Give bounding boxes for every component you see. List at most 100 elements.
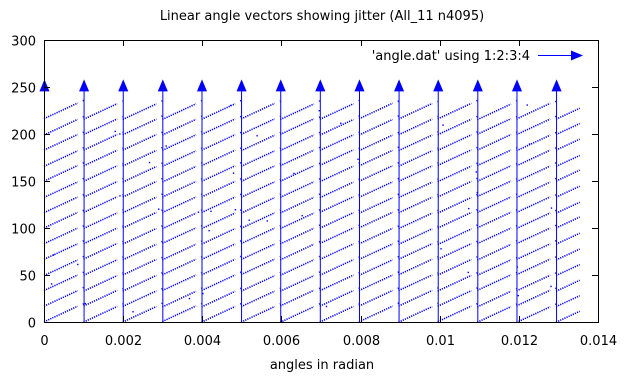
x-tick-label: 0 (40, 334, 48, 349)
angle-vector (476, 149, 512, 167)
angle-vector (319, 134, 354, 152)
angle-vector (319, 118, 354, 136)
angle-vector (437, 305, 472, 323)
legend-arrowhead (571, 50, 583, 61)
angle-vector (122, 180, 157, 198)
angle-vector (398, 228, 433, 246)
angle-vector (555, 185, 581, 198)
angle-vector (319, 165, 354, 183)
x-tick-label: 0.002 (105, 334, 142, 349)
jitter-point (234, 209, 237, 211)
angle-vector (476, 211, 512, 229)
angle-vector (83, 149, 118, 167)
angle-vector (437, 242, 472, 260)
wrap-arrowhead (275, 79, 286, 92)
jitter-point (256, 135, 258, 137)
angle-vector (319, 149, 354, 167)
jitter-point (52, 254, 55, 256)
x-tick-label: 0.004 (184, 334, 221, 349)
angle-vector (398, 289, 433, 307)
angle-vector (358, 196, 394, 215)
jitter-point (517, 294, 519, 297)
angle-vector (201, 165, 236, 183)
jitter-point (325, 305, 328, 308)
angle-vector (122, 149, 157, 167)
angle-vector (43, 181, 79, 199)
jitter-point (293, 172, 295, 175)
jitter-point (340, 122, 342, 124)
angle-vector (161, 212, 197, 230)
y-tick-label: 200 (11, 129, 36, 144)
angle-vector (476, 305, 512, 323)
jitter-point (550, 207, 553, 209)
angle-vector (319, 289, 354, 307)
angle-vector (555, 310, 581, 323)
angle-vector (83, 165, 118, 183)
angle-vector (516, 227, 551, 245)
x-tick-label: 0.008 (343, 334, 380, 349)
angle-vector (555, 294, 581, 308)
angle-vector (476, 165, 512, 183)
angle-vector (43, 118, 79, 136)
angle-vector (319, 243, 354, 261)
wrap-arrowhead (196, 79, 208, 92)
angle-vector (83, 133, 118, 151)
jitter-point (210, 210, 212, 213)
jitter-point (230, 104, 232, 107)
angle-vector (240, 305, 276, 323)
angle-vector (161, 258, 197, 276)
y-tick-label: 50 (19, 270, 36, 285)
angle-vector (398, 149, 433, 168)
x-tick-label: 0.012 (501, 334, 538, 349)
angle-vector (437, 180, 472, 198)
angle-vector (279, 134, 315, 152)
angle-vector (201, 258, 236, 276)
angle-vector (201, 305, 236, 323)
angle-vector (201, 274, 236, 292)
angle-vector (437, 134, 472, 152)
angle-vector (43, 243, 79, 261)
wrap-arrowhead (511, 79, 523, 92)
angle-vector (358, 289, 394, 307)
x-axis-label: angles in radian (270, 358, 374, 373)
angle-vector (279, 164, 315, 183)
angle-vector (516, 102, 551, 120)
wrap-arrowhead (472, 79, 483, 92)
angle-vector (83, 274, 118, 292)
angle-vector (437, 118, 472, 136)
angle-vector (240, 274, 276, 292)
angle-vector (240, 165, 276, 183)
angle-vector (516, 274, 551, 292)
jitter-point (197, 211, 200, 213)
angle-vector (398, 165, 433, 183)
angle-vector (161, 180, 197, 198)
angle-vector (122, 274, 157, 292)
angle-vector (161, 196, 197, 214)
wrap-arrowhead (315, 79, 326, 92)
wrap-arrowhead (551, 79, 562, 92)
angle-vector (83, 227, 118, 245)
angle-vector (279, 118, 315, 136)
jitter-point (301, 214, 303, 217)
angle-vector (279, 181, 315, 199)
angle-vector (516, 258, 551, 276)
jitter-point (232, 172, 235, 174)
angle-vector (240, 150, 276, 168)
jitter-point (550, 285, 552, 288)
jitter-point (188, 297, 191, 300)
wrap-arrowhead (236, 79, 247, 92)
angle-vector (201, 196, 236, 214)
angle-vector (437, 211, 472, 229)
angle-vector (83, 196, 118, 214)
jitter-point (440, 248, 442, 250)
wrap-arrowhead (394, 79, 405, 92)
angle-vector (476, 133, 512, 151)
angle-vector (122, 243, 157, 261)
angle-vector (43, 150, 79, 168)
angle-vector (240, 118, 276, 136)
angle-vector (555, 122, 581, 136)
angle-vector (319, 305, 354, 323)
angle-vector (201, 212, 236, 230)
angle-vector (161, 227, 197, 245)
